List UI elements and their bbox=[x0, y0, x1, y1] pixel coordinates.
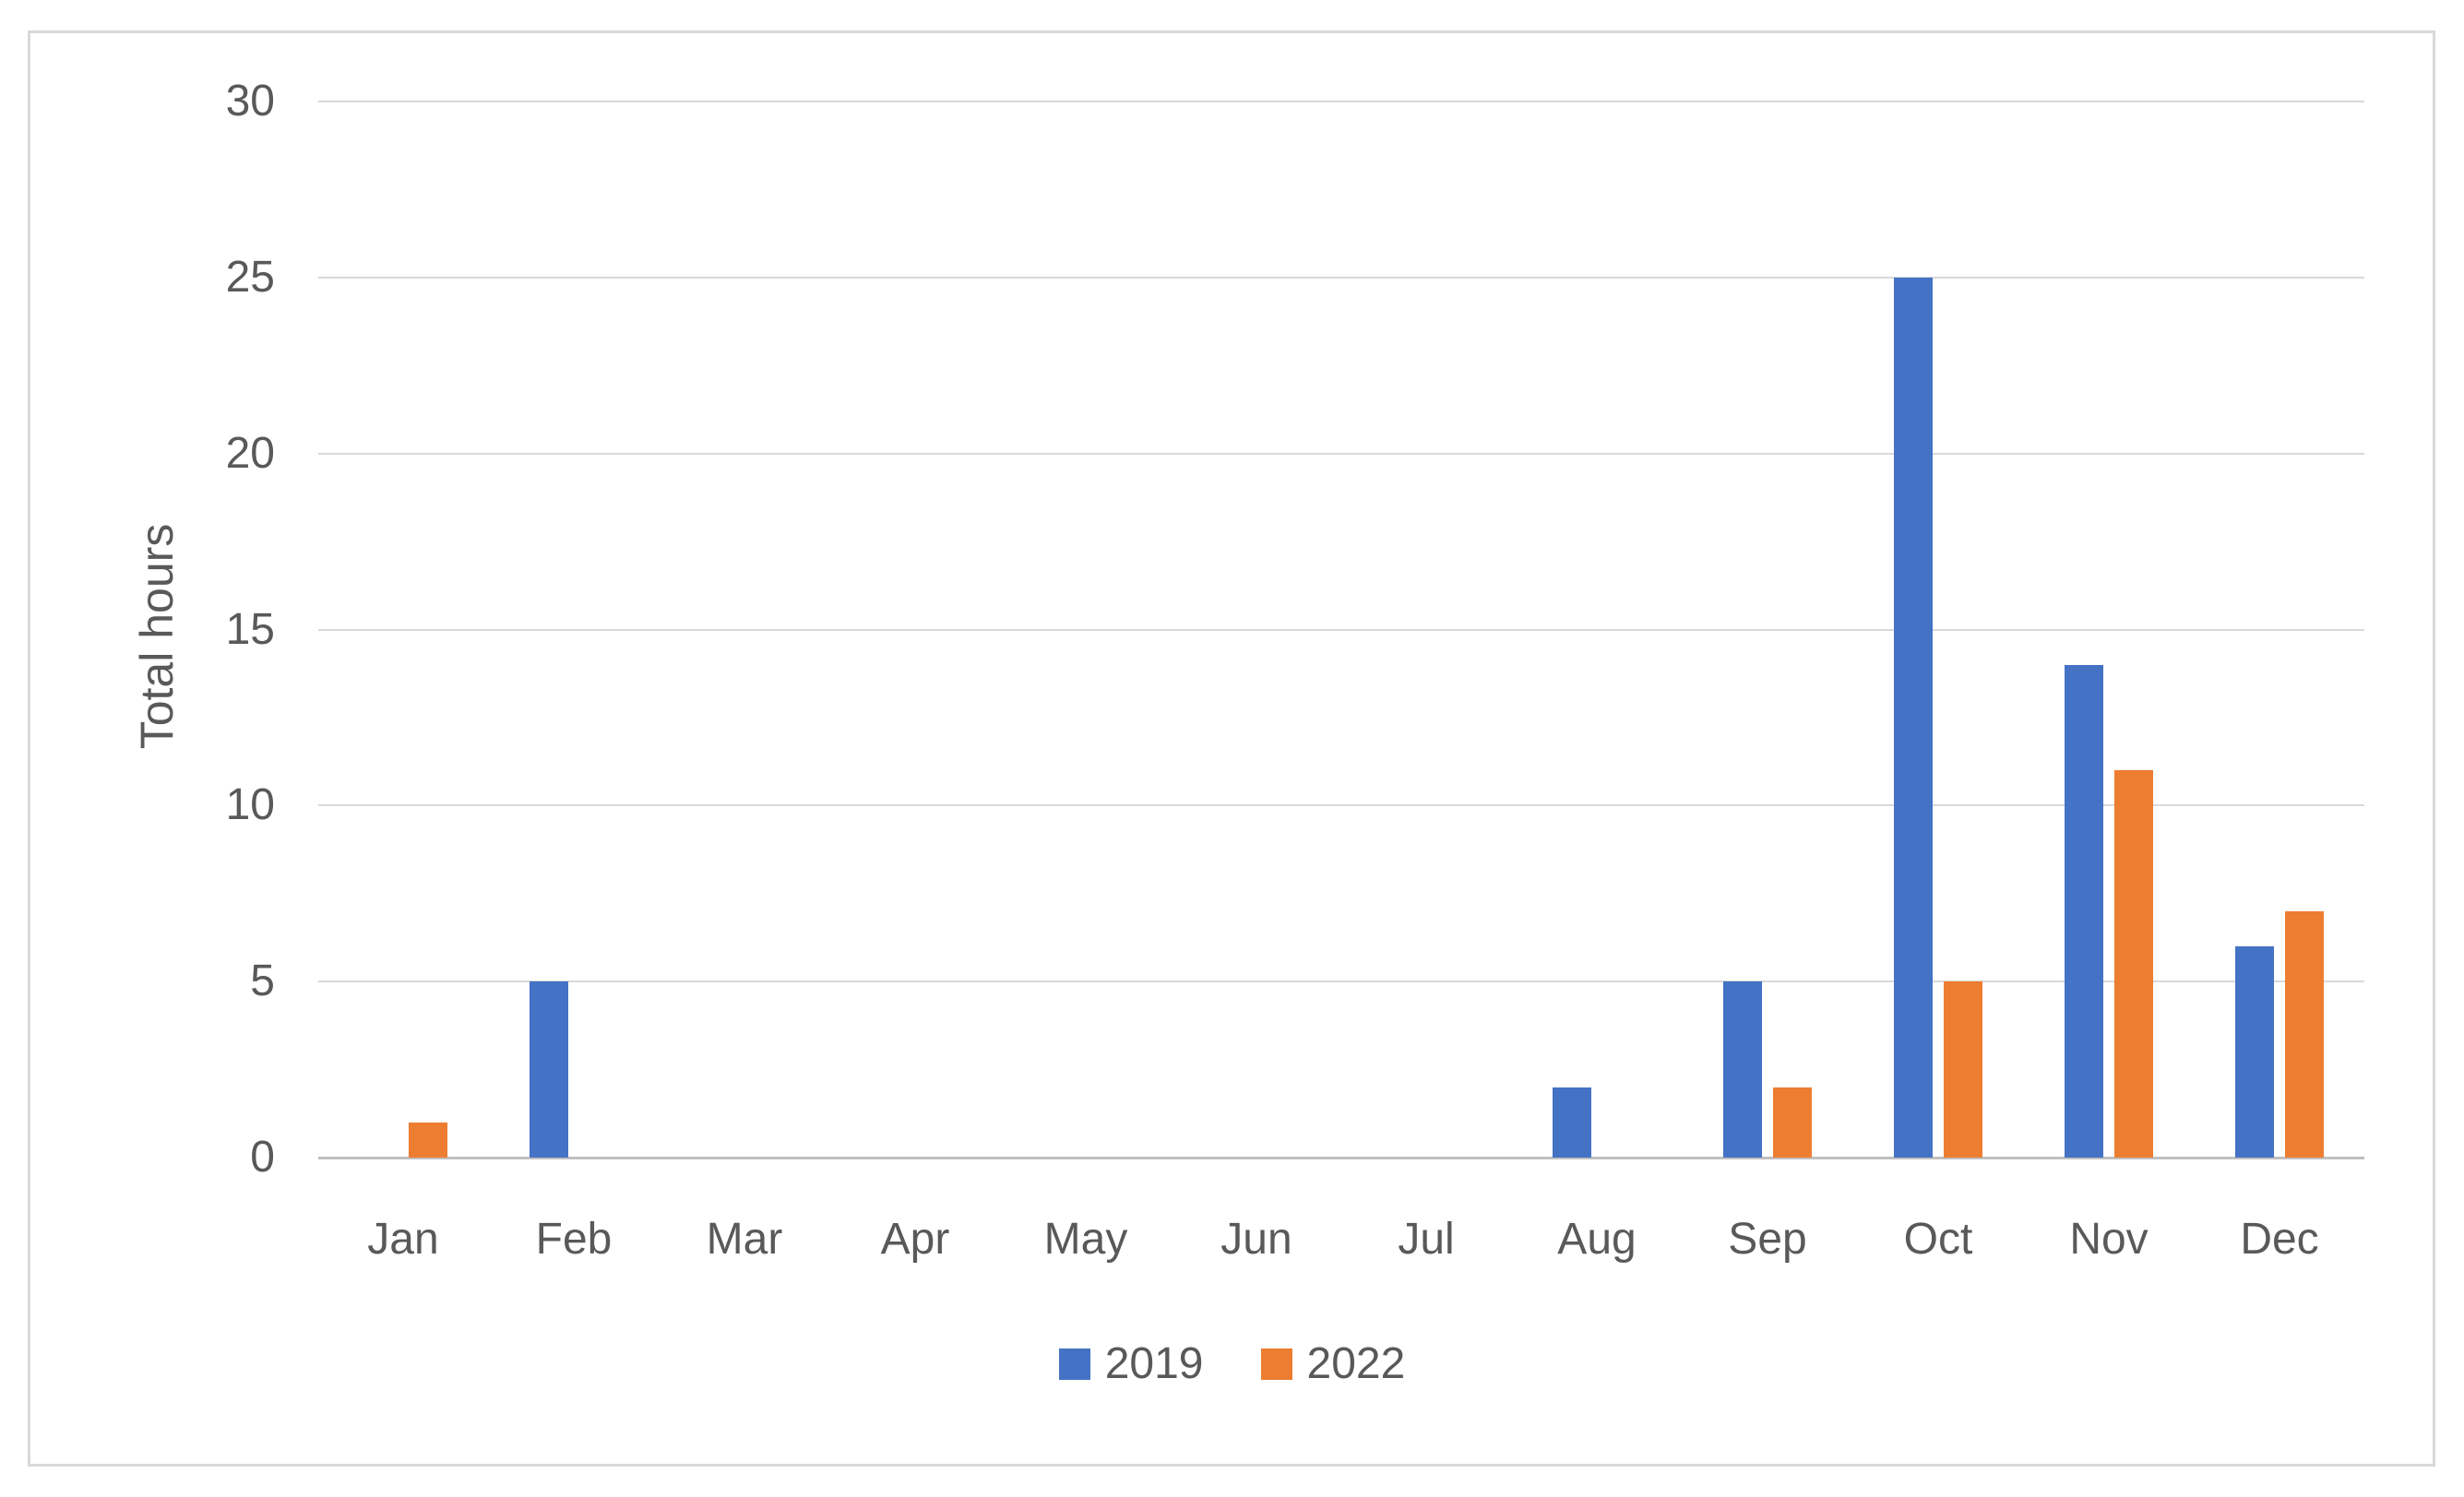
x-tick-label: Jul bbox=[1398, 1215, 1455, 1264]
y-tick-label: 30 bbox=[225, 77, 275, 125]
x-tick-label: Jan bbox=[367, 1215, 439, 1264]
x-tick-label: Feb bbox=[535, 1215, 613, 1264]
y-tick-label: 25 bbox=[225, 253, 275, 302]
x-tick-label: Dec bbox=[2240, 1215, 2319, 1264]
bar-2019-sep bbox=[1723, 981, 1762, 1158]
legend-swatch-2022 bbox=[1260, 1348, 1292, 1380]
x-tick-label: Nov bbox=[2069, 1215, 2149, 1264]
bar-2022-dec bbox=[2285, 911, 2324, 1158]
bar-2022-jan bbox=[409, 1123, 447, 1158]
x-tick-label: Aug bbox=[1557, 1215, 1637, 1264]
y-tick-label: 0 bbox=[250, 1133, 275, 1182]
gridline bbox=[318, 277, 2364, 279]
chart-frame bbox=[28, 30, 2435, 1467]
x-tick-label: Apr bbox=[880, 1215, 950, 1264]
legend-label: 2022 bbox=[1306, 1339, 1406, 1388]
gridline bbox=[318, 453, 2364, 455]
legend-item-2022: 2022 bbox=[1260, 1339, 1406, 1388]
bar-2019-oct bbox=[1894, 278, 1933, 1158]
bar-2019-nov bbox=[2065, 665, 2103, 1158]
legend-swatch-2019 bbox=[1058, 1348, 1090, 1380]
x-tick-label: Jun bbox=[1220, 1215, 1292, 1264]
y-tick-label: 15 bbox=[225, 605, 275, 654]
y-tick-label: 20 bbox=[225, 429, 275, 478]
gridline bbox=[318, 101, 2364, 102]
bar-2022-oct bbox=[1944, 981, 1982, 1158]
bar-2019-feb bbox=[530, 981, 568, 1158]
gridline bbox=[318, 804, 2364, 806]
x-axis-line bbox=[318, 1157, 2364, 1159]
bar-2019-dec bbox=[2235, 946, 2274, 1158]
x-tick-label: May bbox=[1043, 1215, 1128, 1264]
x-tick-label: Mar bbox=[706, 1215, 783, 1264]
x-tick-label: Sep bbox=[1728, 1215, 1807, 1264]
legend: 2019 2022 bbox=[0, 1342, 2464, 1386]
bar-2022-sep bbox=[1773, 1087, 1812, 1158]
gridline bbox=[318, 629, 2364, 631]
legend-item-2019: 2019 bbox=[1058, 1339, 1204, 1388]
y-tick-label: 5 bbox=[250, 956, 275, 1005]
bar-2019-aug bbox=[1553, 1087, 1591, 1158]
gridline bbox=[318, 980, 2364, 982]
y-tick-label: 10 bbox=[225, 780, 275, 829]
x-tick-label: Oct bbox=[1903, 1215, 1973, 1264]
bar-2022-nov bbox=[2114, 770, 2153, 1158]
legend-label: 2019 bbox=[1104, 1339, 1204, 1388]
